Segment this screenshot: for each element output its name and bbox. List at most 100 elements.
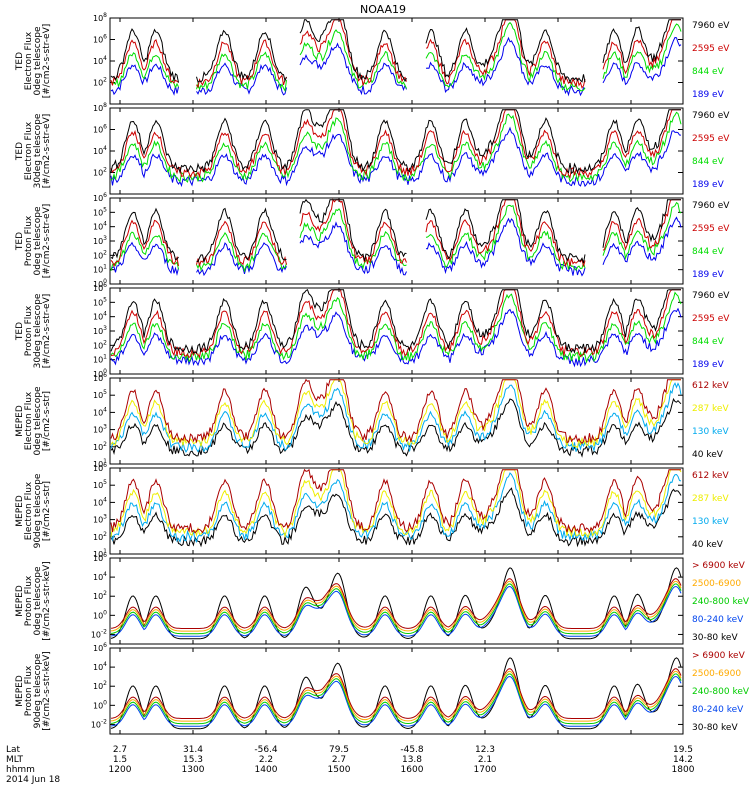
panel-frame bbox=[109, 17, 684, 105]
x-tick-label-lat: -56.4 bbox=[254, 745, 278, 755]
legend-entry: 240-800 keV bbox=[692, 687, 750, 697]
x-tick-label-hhmm: 1200 bbox=[109, 765, 132, 775]
series-trace bbox=[110, 198, 681, 264]
y-tick-label: 104 bbox=[93, 311, 107, 322]
row-label-hhmm: hhmm bbox=[6, 765, 35, 775]
y-tick-label: 106 bbox=[93, 124, 107, 135]
series-trace bbox=[110, 216, 682, 277]
y-label-line: Proton Flux bbox=[24, 665, 34, 716]
series-trace bbox=[110, 469, 682, 539]
y-tick-label: 106 bbox=[93, 462, 107, 473]
date-label: 2014 Jun 18 bbox=[6, 775, 60, 785]
series-trace bbox=[110, 126, 682, 188]
y-label-line: Proton Flux bbox=[24, 575, 34, 626]
panel-frame bbox=[109, 557, 684, 645]
y-label-line: [#/cm2-s-str-eV] bbox=[42, 204, 52, 279]
panel-4: 100 101 102 103 104 105 106 TED Proton Flux 30deg… bbox=[15, 282, 730, 379]
y-tick-label: 105 bbox=[93, 479, 107, 490]
x-tick-label-mlt: 15.3 bbox=[183, 755, 203, 765]
bottom-axis: Lat MLT hhmm 2014 Jun 18 2.7 31.4 -56.4 79.… bbox=[6, 745, 695, 785]
legend-entry: 30-80 keV bbox=[692, 633, 738, 643]
y-label-line: TED bbox=[15, 52, 25, 71]
y-tick-label: 106 bbox=[93, 552, 107, 563]
panel-2: 102 104 106 108 TED Electron Flux 30deg telesc… bbox=[15, 102, 730, 195]
y-tick-label: 104 bbox=[93, 55, 107, 66]
series-trace bbox=[110, 468, 681, 535]
y-tick-label: 100 bbox=[93, 278, 107, 289]
y-tick-label: 100 bbox=[93, 368, 107, 379]
y-label-line: MEPED bbox=[15, 675, 25, 707]
y-label-line: Electron Flux bbox=[24, 391, 34, 450]
y-tick-label: 103 bbox=[93, 424, 107, 435]
y-label-line: TED bbox=[15, 322, 25, 341]
panel-5: 101 102 103 104 105 106 MEPED Electron Flux 0deg… bbox=[15, 372, 729, 469]
legend-entry: 189 eV bbox=[692, 180, 725, 190]
panel-1: 102 104 106 108 TED Electron Flux 0deg telesco… bbox=[15, 12, 730, 105]
panel-frame bbox=[109, 197, 684, 285]
y-label-line: 0deg telescope bbox=[33, 566, 43, 636]
y-label-line: 0deg telescope bbox=[33, 26, 43, 96]
y-tick-label: 102 bbox=[93, 680, 107, 691]
legend-entry: 30-80 keV bbox=[692, 723, 738, 733]
y-tick-label: 108 bbox=[93, 12, 107, 23]
panel-8: 10-2 100 102 104 106 MEPED Proton Flux 90deg te… bbox=[15, 642, 750, 735]
y-label-line: [#/cm2-s-str-eV] bbox=[42, 24, 52, 99]
y-tick-label: 102 bbox=[93, 77, 107, 88]
series-trace bbox=[110, 585, 682, 637]
panel-frame bbox=[109, 107, 684, 195]
legend-entry: > 6900 keV bbox=[692, 561, 746, 571]
y-tick-label: 100 bbox=[93, 699, 107, 710]
y-label-line: Proton Flux bbox=[24, 305, 34, 356]
series-trace bbox=[110, 201, 682, 273]
y-label-line: Proton Flux bbox=[24, 215, 34, 266]
legend-entry: 40 keV bbox=[692, 540, 724, 550]
panel-frame bbox=[109, 377, 684, 465]
y-tick-label: 103 bbox=[93, 325, 107, 336]
legend-entry: 612 keV bbox=[692, 471, 729, 481]
panel-7: 10-2 100 102 104 106 MEPED Proton Flux 0deg tel… bbox=[15, 552, 750, 645]
x-tick-label-mlt: 2.2 bbox=[259, 755, 273, 765]
legend-entry: 80-240 keV bbox=[692, 615, 744, 625]
y-tick-label: 106 bbox=[93, 192, 107, 203]
y-tick-label: 101 bbox=[93, 354, 107, 365]
series-trace bbox=[110, 289, 681, 359]
x-tick-label-hhmm: 1500 bbox=[328, 765, 351, 775]
y-label-line: 90deg telescope bbox=[33, 653, 43, 728]
x-tick-label-mlt: 13.8 bbox=[402, 755, 422, 765]
y-label-line: Electron Flux bbox=[24, 481, 34, 540]
panel-3: 100 101 102 103 104 105 106 TED Proton Flux 0deg … bbox=[15, 192, 730, 289]
series-trace bbox=[110, 378, 681, 445]
x-tick-label-lat: 12.3 bbox=[475, 745, 495, 755]
panel-frame bbox=[109, 467, 684, 555]
series-trace bbox=[110, 111, 682, 183]
x-tick-label-lat: 79.5 bbox=[329, 745, 349, 755]
legend-entry: 2500-6900 bbox=[692, 669, 741, 679]
y-tick-label: 108 bbox=[93, 102, 107, 113]
row-label-lat: Lat bbox=[6, 745, 21, 755]
y-label-line: MEPED bbox=[15, 405, 25, 437]
series-trace bbox=[110, 397, 682, 458]
y-label-line: 90deg telescope bbox=[33, 473, 43, 548]
x-tick-label-mlt: 2.1 bbox=[478, 755, 492, 765]
series-trace bbox=[110, 580, 682, 632]
legend-entry: 189 eV bbox=[692, 90, 725, 100]
series-trace bbox=[110, 487, 682, 548]
legend-entry: 189 eV bbox=[692, 360, 725, 370]
series-trace bbox=[110, 198, 681, 268]
x-tick-label-hhmm: 1400 bbox=[255, 765, 278, 775]
series-trace bbox=[110, 288, 681, 354]
y-tick-label: 102 bbox=[93, 167, 107, 178]
x-tick-label-lat: 31.4 bbox=[183, 745, 203, 755]
x-tick-label-mlt: 1.5 bbox=[113, 755, 127, 765]
series-trace bbox=[110, 379, 681, 449]
y-label-line: [#/cm2-s-str-keV] bbox=[42, 561, 52, 640]
series-trace bbox=[110, 36, 682, 97]
series-trace bbox=[110, 668, 682, 719]
legend-entry: 189 eV bbox=[692, 270, 725, 280]
y-tick-label: 104 bbox=[93, 661, 107, 672]
x-tick-label-lat: -45.8 bbox=[400, 745, 424, 755]
legend-entry: 844 eV bbox=[692, 67, 725, 77]
legend-entry: 612 keV bbox=[692, 381, 729, 391]
series-trace bbox=[110, 675, 682, 727]
